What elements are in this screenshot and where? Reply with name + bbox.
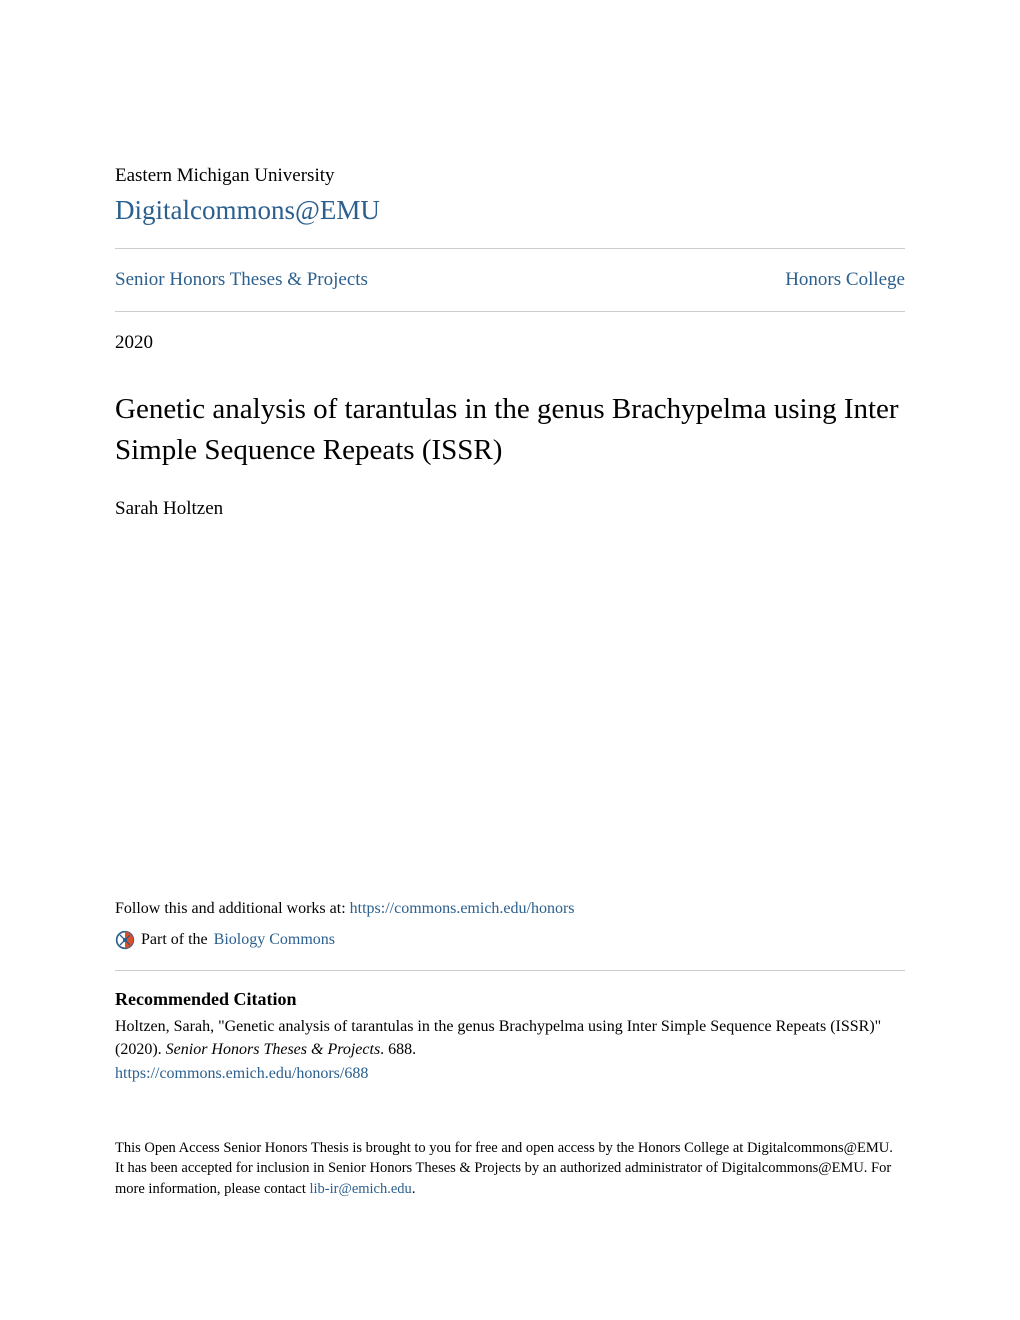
footer-part2: .: [412, 1181, 416, 1197]
divider-nav: [115, 311, 905, 312]
discipline-link[interactable]: Biology Commons: [214, 931, 335, 949]
honors-college-link[interactable]: Honors College: [785, 269, 905, 291]
follow-text: Follow this and additional works at: htt…: [115, 900, 905, 918]
repository-name: Digitalcommons@EMU: [115, 195, 905, 226]
part-of-prefix: Part of the: [141, 931, 208, 949]
author-name: Sarah Holtzen: [115, 498, 905, 520]
citation-text: Holtzen, Sarah, "Genetic analysis of tar…: [115, 1016, 905, 1061]
divider-citation: [115, 970, 905, 971]
footer-part1: This Open Access Senior Honors Thesis is…: [115, 1140, 893, 1197]
footer-text: This Open Access Senior Honors Thesis is…: [115, 1138, 905, 1199]
citation-part2: . 688.: [380, 1041, 416, 1058]
publication-year: 2020: [115, 332, 905, 354]
nav-row: Senior Honors Theses & Projects Honors C…: [115, 249, 905, 311]
follow-prefix: Follow this and additional works at:: [115, 900, 350, 917]
citation-heading: Recommended Citation: [115, 989, 905, 1010]
follow-link[interactable]: https://commons.emich.edu/honors: [350, 900, 575, 917]
part-of-row: Part of the Biology Commons: [115, 930, 905, 950]
citation-series-title: Senior Honors Theses & Projects: [166, 1041, 381, 1058]
collection-link[interactable]: Senior Honors Theses & Projects: [115, 269, 368, 291]
network-icon: [115, 930, 135, 950]
paper-title: Genetic analysis of tarantulas in the ge…: [115, 389, 905, 470]
contact-email[interactable]: lib-ir@emich.edu: [309, 1181, 411, 1197]
university-name: Eastern Michigan University: [115, 165, 905, 187]
repository-link[interactable]: Digitalcommons@EMU: [115, 195, 380, 225]
citation-url[interactable]: https://commons.emich.edu/honors/688: [115, 1065, 905, 1083]
